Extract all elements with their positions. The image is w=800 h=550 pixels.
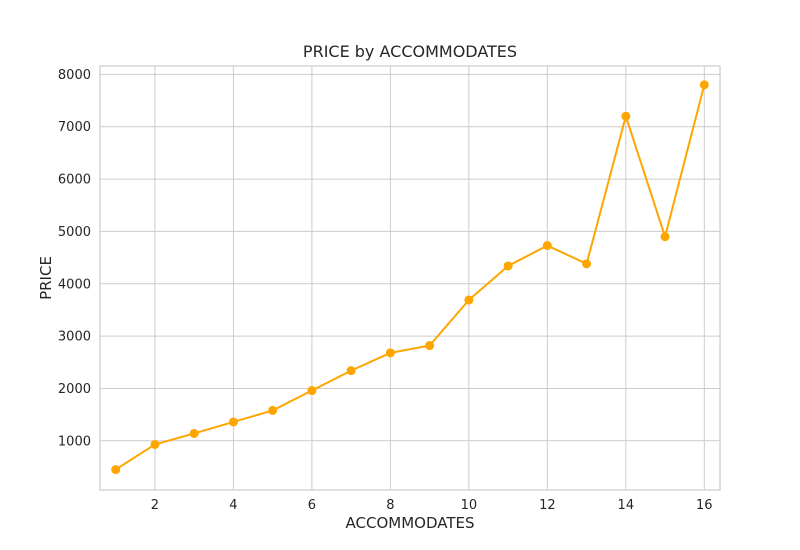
y-axis-title: PRICE (37, 256, 55, 300)
x-tick-label: 14 (618, 498, 635, 513)
data-point (542, 241, 552, 251)
data-point (111, 465, 121, 475)
x-tick-label: 12 (539, 498, 556, 513)
data-point (621, 111, 631, 121)
y-tick-label: 8000 (58, 68, 91, 83)
x-tick-label: 2 (151, 498, 159, 513)
y-tick-label: 7000 (58, 120, 91, 135)
plot-area-frame (99, 65, 721, 491)
data-point (307, 386, 317, 396)
y-tick-label: 3000 (58, 330, 91, 345)
y-tick-label: 5000 (58, 225, 91, 240)
series-layer (111, 80, 709, 475)
data-point (189, 428, 199, 438)
data-point (582, 259, 592, 269)
data-point (425, 341, 435, 351)
data-point (503, 261, 513, 271)
data-point (385, 348, 395, 358)
data-point (464, 295, 474, 305)
x-tick-labels: 2 4 6 8 10 12 14 16 (151, 498, 713, 513)
data-point (268, 405, 278, 415)
x-gridlines (154, 66, 705, 490)
data-point (150, 439, 160, 449)
x-tick-label: 10 (461, 498, 478, 513)
data-point (346, 366, 356, 376)
y-tick-label: 4000 (58, 277, 91, 292)
data-point (228, 417, 238, 427)
y-tick-label: 2000 (58, 382, 91, 397)
y-tick-label: 1000 (58, 434, 91, 449)
y-tick-label: 6000 (58, 173, 91, 188)
y-tick-labels: 1000 2000 3000 4000 5000 6000 7000 8000 (58, 68, 91, 449)
x-tick-label: 16 (696, 498, 713, 513)
series-line (114, 83, 706, 471)
x-tick-label: 4 (229, 498, 237, 513)
y-gridlines (100, 73, 720, 442)
x-axis-title: ACCOMMODATES (346, 514, 475, 532)
x-tick-label: 6 (308, 498, 316, 513)
x-tick-label: 8 (386, 498, 394, 513)
data-point (660, 232, 670, 242)
data-point (699, 80, 709, 90)
chart-title: PRICE by ACCOMMODATES (303, 42, 517, 61)
